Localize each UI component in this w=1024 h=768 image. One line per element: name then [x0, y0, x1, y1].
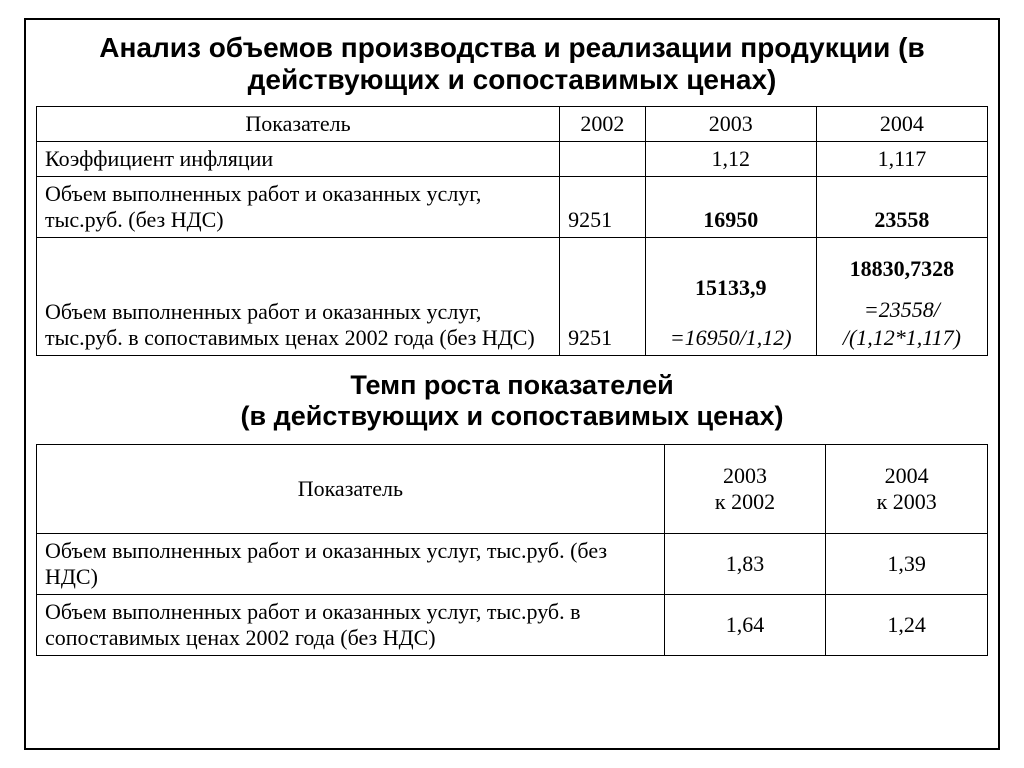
table-row: Коэффициент инфляции 1,12 1,117	[37, 142, 988, 177]
section-subtitle: Темп роста показателей (в действующих и …	[36, 370, 988, 432]
cell-value: 1,39	[826, 534, 988, 595]
cell-value	[560, 142, 646, 177]
cell-value: 9251	[560, 177, 646, 238]
subtitle-line2: (в действующих и сопоставимых ценах)	[241, 401, 784, 431]
table-row: Объем выполненных работ и оказанных услу…	[37, 177, 988, 238]
cell-value: 1,24	[826, 595, 988, 656]
page-frame: Анализ объемов производства и реализации…	[24, 18, 1000, 750]
cell-value: 18830,7328 =23558/ /(1,12*1,117)	[816, 238, 987, 356]
cell-value: 1,117	[816, 142, 987, 177]
header-line: к 2002	[673, 489, 818, 515]
table-production-volumes: Показатель 2002 2003 2004 Коэффициент ин…	[36, 106, 988, 356]
computed-value: 15133,9	[654, 274, 808, 302]
cell-value: 1,64	[664, 595, 826, 656]
col-header-indicator: Показатель	[37, 445, 665, 534]
table-row: Объем выполненных работ и оказанных услу…	[37, 238, 988, 356]
cell-value: 1,12	[645, 142, 816, 177]
cell-value: 23558	[816, 177, 987, 238]
header-line: 2003	[673, 463, 818, 489]
cell-value: 9251	[560, 238, 646, 356]
row-label: Объем выполненных работ и оказанных услу…	[37, 595, 665, 656]
cell-value: 15133,9 =16950/1,12)	[645, 238, 816, 356]
col-header-2003: 2003	[645, 107, 816, 142]
header-line: 2004	[834, 463, 979, 489]
col-header-2003-to-2002: 2003 к 2002	[664, 445, 826, 534]
table-row: Показатель 2002 2003 2004	[37, 107, 988, 142]
page-title: Анализ объемов производства и реализации…	[36, 32, 988, 96]
cell-value: 1,83	[664, 534, 826, 595]
col-header-2004-to-2003: 2004 к 2003	[826, 445, 988, 534]
table-row: Объем выполненных работ и оказанных услу…	[37, 595, 988, 656]
formula-text: =23558/	[825, 296, 979, 324]
table-row: Объем выполненных работ и оказанных услу…	[37, 534, 988, 595]
formula-text: =16950/1,12)	[654, 324, 808, 352]
table-growth-rates: Показатель 2003 к 2002 2004 к 2003 Объем…	[36, 444, 988, 656]
table-row: Показатель 2003 к 2002 2004 к 2003	[37, 445, 988, 534]
col-header-2002: 2002	[560, 107, 646, 142]
header-line: к 2003	[834, 489, 979, 515]
row-label: Объем выполненных работ и оказанных услу…	[37, 238, 560, 356]
row-label: Объем выполненных работ и оказанных услу…	[37, 177, 560, 238]
col-header-indicator: Показатель	[37, 107, 560, 142]
col-header-2004: 2004	[816, 107, 987, 142]
formula-text: /(1,12*1,117)	[825, 324, 979, 352]
row-label: Коэффициент инфляции	[37, 142, 560, 177]
computed-value: 18830,7328	[825, 255, 979, 283]
cell-value: 16950	[645, 177, 816, 238]
row-label: Объем выполненных работ и оказанных услу…	[37, 534, 665, 595]
subtitle-line1: Темп роста показателей	[350, 370, 673, 400]
